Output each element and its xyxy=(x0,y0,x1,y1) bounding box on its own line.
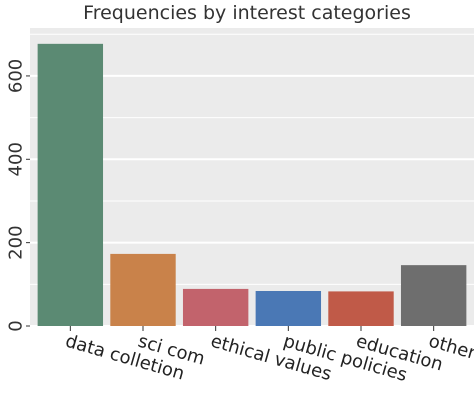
bars xyxy=(37,43,467,326)
y-tick-label: 600 xyxy=(6,59,27,93)
gridlines xyxy=(30,33,474,327)
y-axis-ticks: 0 200 400 600 xyxy=(6,59,30,332)
plot-background xyxy=(30,28,474,326)
chart-title: Frequencies by interest categories xyxy=(83,2,411,24)
y-tick-label: 200 xyxy=(6,225,27,259)
bar-public-policies xyxy=(255,290,322,326)
bar-education xyxy=(328,291,394,326)
y-tick-label: 0 xyxy=(6,320,27,331)
bar-ethical-values xyxy=(182,288,249,326)
bar-data-colletion xyxy=(37,43,104,326)
bar-sci-com xyxy=(110,253,176,326)
y-tick-label: 400 xyxy=(6,142,27,176)
bar-other xyxy=(400,265,467,326)
